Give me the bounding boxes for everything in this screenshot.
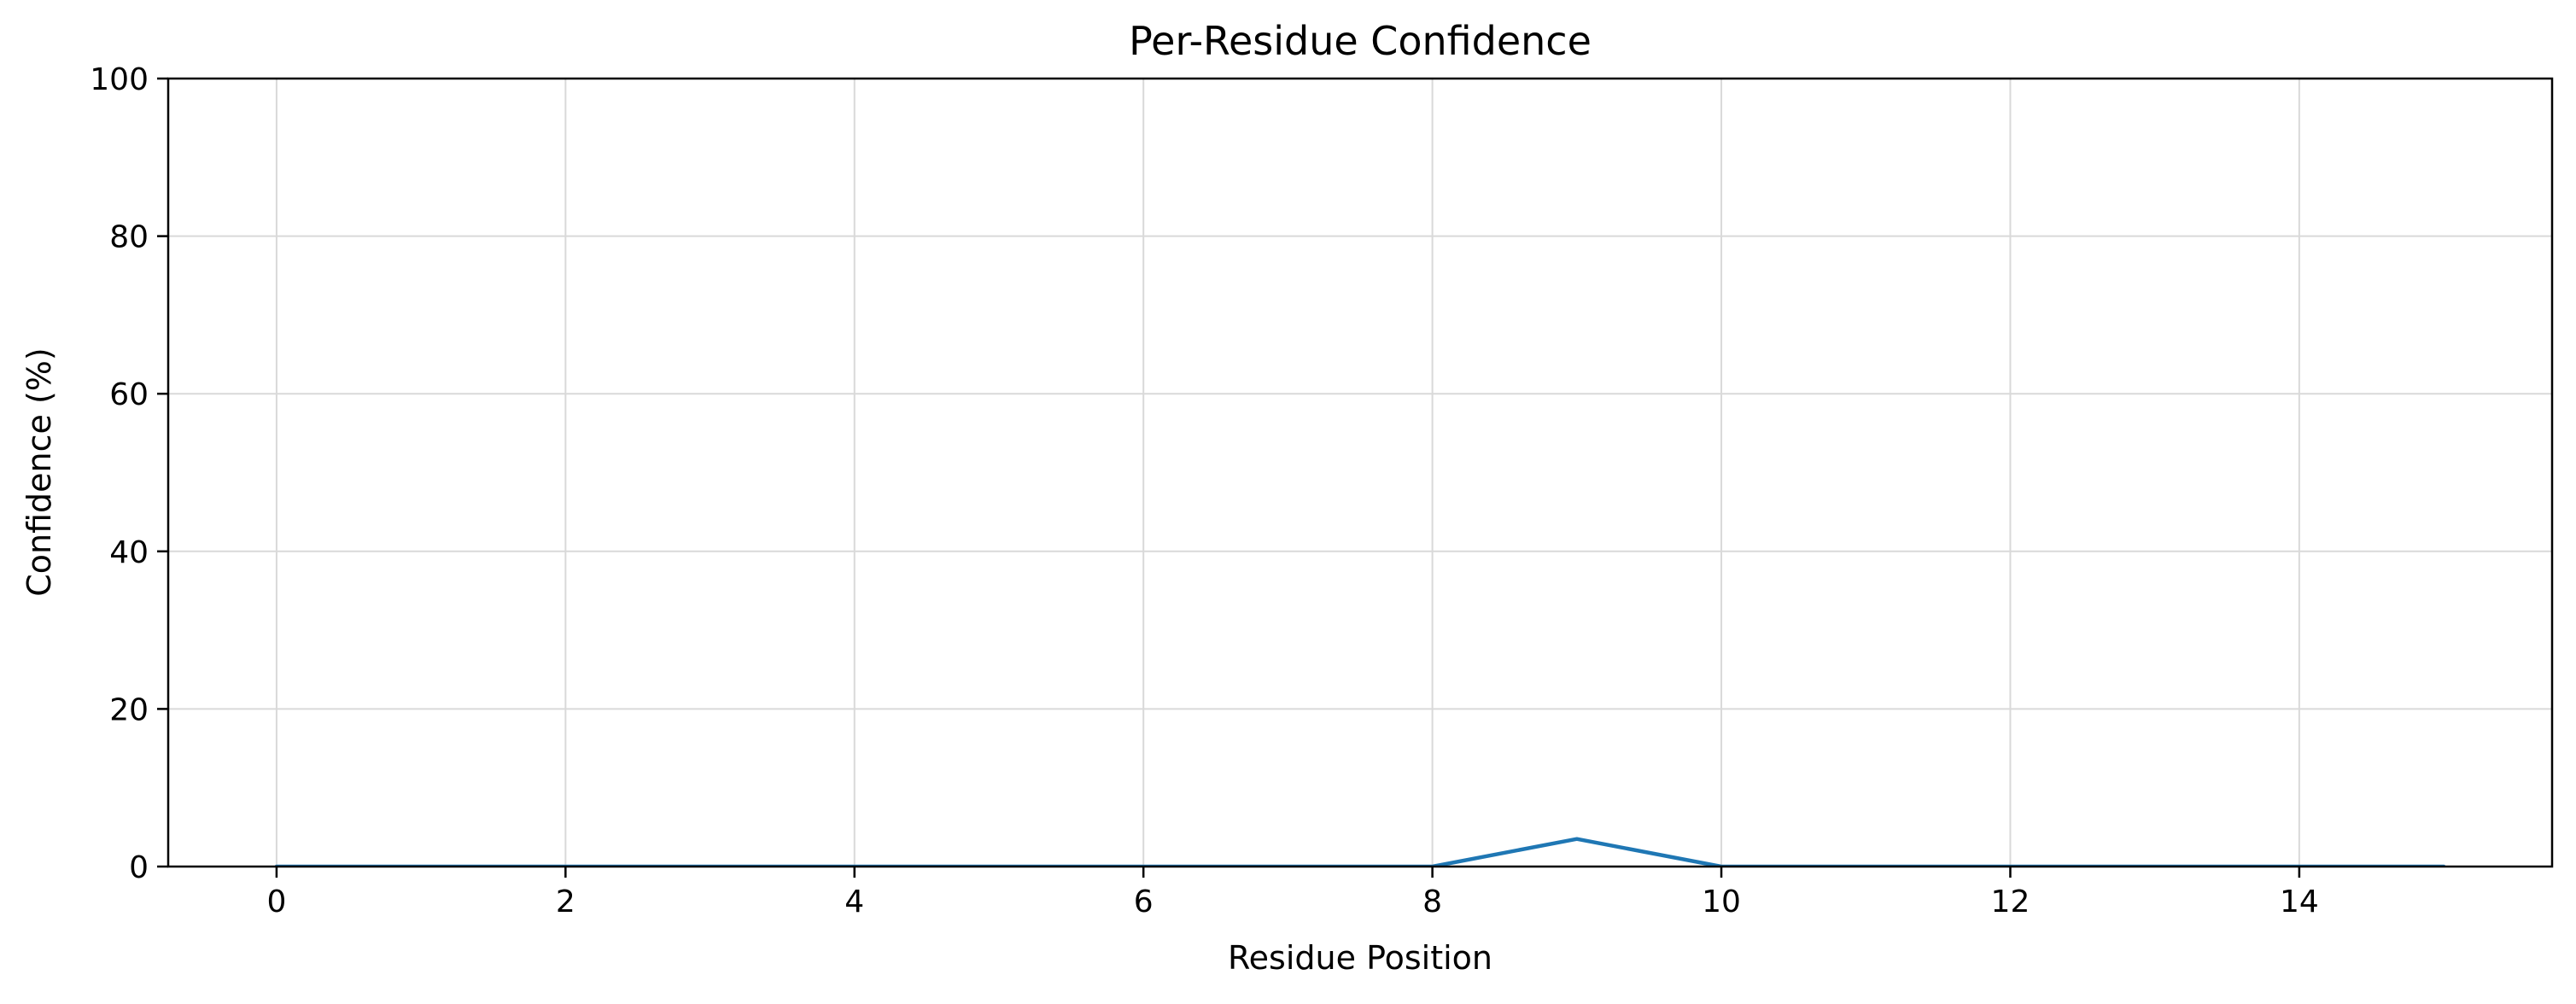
y-tick-label: 20 bbox=[109, 692, 149, 727]
series-layer bbox=[274, 837, 2446, 867]
x-tick-label: 12 bbox=[1991, 884, 2030, 919]
x-tick-label: 4 bbox=[844, 884, 864, 919]
confidence-series-line bbox=[274, 837, 2446, 867]
grid-lines bbox=[168, 78, 2552, 867]
x-axis-label: Residue Position bbox=[1228, 939, 1492, 977]
x-tick-label: 8 bbox=[1422, 884, 1442, 919]
tick-layer: 0 2 4 6 8 10 12 14 0 20 40 60 80 100 bbox=[90, 62, 2319, 919]
plot-frame bbox=[166, 77, 2554, 868]
y-tick-label: 40 bbox=[109, 535, 149, 570]
x-tick-label: 10 bbox=[1702, 884, 1741, 919]
x-tick-label: 6 bbox=[1134, 884, 1154, 919]
x-tick-label: 14 bbox=[2280, 884, 2319, 919]
y-axis-label: Confidence (%) bbox=[20, 347, 58, 597]
x-tick-label: 0 bbox=[266, 884, 286, 919]
y-tick-label: 60 bbox=[109, 377, 149, 412]
y-tick-label: 100 bbox=[90, 62, 149, 97]
y-tick-label: 80 bbox=[109, 220, 149, 255]
x-tick-label: 2 bbox=[556, 884, 575, 919]
y-tick-label: 0 bbox=[129, 850, 149, 885]
chart-title: Per-Residue Confidence bbox=[1129, 18, 1592, 64]
